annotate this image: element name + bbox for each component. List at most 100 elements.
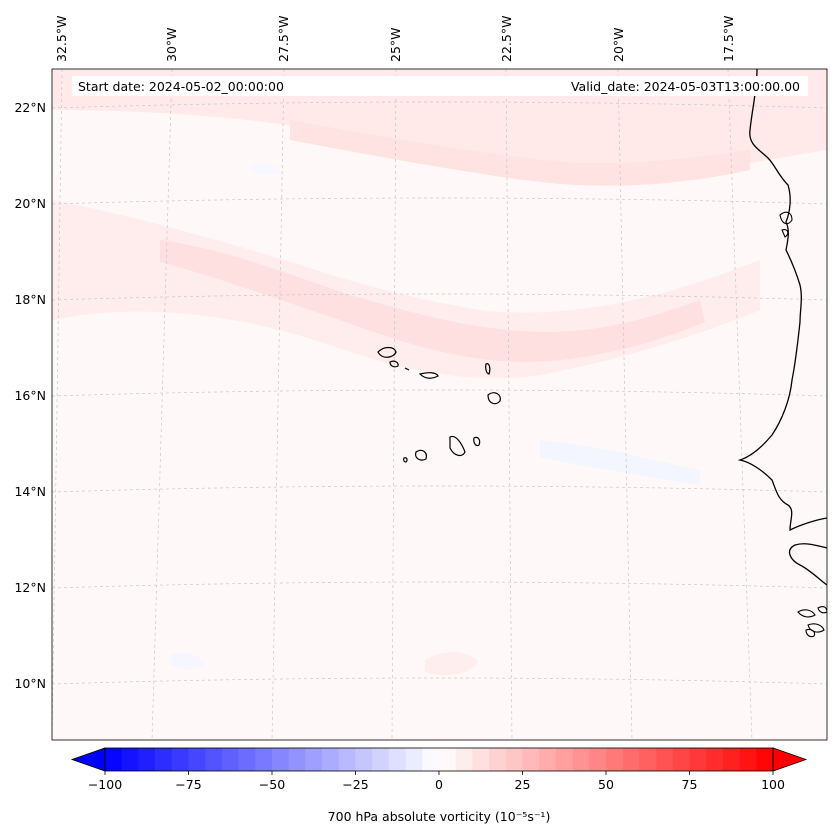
colorbar-segment	[255, 748, 273, 771]
parallel-20n	[52, 197, 827, 205]
lon-label-32-5w: 32.5°W	[54, 16, 69, 62]
info-box	[72, 76, 808, 96]
island-sao-vicente	[389, 360, 399, 368]
lon-label-27-5w: 27.5°W	[276, 16, 291, 62]
colorbar-segment	[472, 748, 490, 771]
colorbar-segment	[288, 748, 306, 771]
meridian-17-5w	[727, 69, 753, 740]
lon-label-22-5w: 22.5°W	[499, 16, 514, 62]
colorbar-segment	[221, 748, 239, 771]
colorbar-segment	[706, 748, 724, 771]
valid-date-text: Valid_date: 2024-05-03T13:00:00.00	[571, 79, 800, 94]
latitude-labels: 22°N 20°N 18°N 16°N 14°N 12°N 10°N	[14, 100, 46, 691]
colorbar-segment	[606, 748, 623, 771]
parallel-14n	[52, 485, 827, 493]
lat-label-18n: 18°N	[14, 292, 46, 307]
colorbar-segment	[756, 748, 774, 771]
lat-label-22n: 22°N	[14, 100, 46, 115]
lat-label-12n: 12°N	[14, 580, 46, 595]
island-boa-vista	[487, 392, 501, 405]
colorbar-segment	[572, 748, 590, 771]
colorbar-segment	[355, 748, 373, 771]
island-sal	[485, 363, 491, 375]
island-fogo	[415, 449, 427, 461]
vorticity-band-north	[52, 69, 827, 179]
africa-coastline	[737, 69, 827, 532]
colorbar-segment	[589, 748, 607, 771]
meridian-27-5w	[271, 69, 285, 740]
colorbar-segment	[639, 748, 657, 771]
colorbar-segment	[155, 748, 173, 771]
colorbar-segment	[455, 748, 473, 771]
map-background	[52, 69, 827, 740]
colorbar-segment	[272, 748, 289, 771]
meridian-22-5w	[505, 69, 513, 740]
colorbar-tick-label: 0	[435, 777, 443, 792]
map-frame	[51, 68, 828, 741]
meridian-20w	[617, 69, 633, 740]
meridian-25w	[391, 69, 397, 740]
parallel-12n	[52, 581, 827, 589]
colorbar-segment	[422, 748, 440, 771]
map-panel: Start date: 2024-05-02_00:00:00 Valid_da…	[52, 69, 827, 740]
island-maio	[473, 436, 481, 447]
island-santa-luzia	[404, 367, 410, 371]
colorbar-segment	[739, 748, 757, 771]
colorbar-segment	[555, 748, 573, 771]
lon-label-20w: 20°W	[611, 27, 626, 62]
bissagos-small	[805, 628, 816, 638]
colorbar-segment	[171, 748, 189, 771]
start-date-text: Start date: 2024-05-02_00:00:00	[78, 79, 284, 94]
colorbar-extend-high	[772, 747, 808, 772]
colorbar-extend-low	[70, 747, 106, 772]
island-sao-nicolau	[418, 372, 439, 379]
lat-label-20n: 20°N	[14, 196, 46, 211]
colorbar-segment	[338, 748, 356, 771]
island-santo-antao	[377, 346, 397, 358]
meridian-30w	[151, 69, 173, 740]
colorbar-tick-label: −25	[342, 777, 368, 792]
longitude-labels: 32.5°W 30°W 27.5°W 25°W 22.5°W 20°W 17.5…	[54, 16, 736, 62]
meridian-32-5w	[52, 69, 63, 740]
colorbar-segments	[105, 748, 774, 771]
colorbar-segment	[305, 748, 323, 771]
colorbar-tick-label: −75	[175, 777, 201, 792]
colorbar-segment	[522, 748, 540, 771]
colorbar-label: 700 hPa absolute vorticity (10⁻⁵s⁻¹)	[328, 809, 551, 824]
colorbar-ticks: −100 −75 −50 −25 0 25 50 75 100	[88, 771, 785, 792]
colorbar-segment	[405, 748, 423, 771]
colorbar-segment	[205, 748, 223, 771]
colorbar-segment	[188, 748, 206, 771]
vorticity-patch-negative-2	[170, 653, 205, 670]
vorticity-band-diagonal-core	[160, 240, 705, 362]
colorbar-segment	[539, 748, 557, 771]
canary-islands-coast	[779, 211, 793, 238]
colorbar-segment	[489, 748, 507, 771]
lon-label-30w: 30°W	[164, 27, 179, 62]
colorbar-segment	[322, 748, 340, 771]
colorbar-tick-label: −50	[259, 777, 285, 792]
vorticity-patch-negative-3	[250, 163, 282, 175]
parallel-10n	[52, 677, 827, 685]
colorbar-segment	[622, 748, 640, 771]
lon-label-25w: 25°W	[388, 27, 403, 62]
island-santiago	[449, 435, 466, 457]
colorbar-segment	[372, 748, 390, 771]
lat-label-10n: 10°N	[14, 676, 46, 691]
colorbar-segment	[238, 748, 256, 771]
colorbar-segment	[138, 748, 156, 771]
colorbar-segment	[388, 748, 406, 771]
colorbar-tick-label: 50	[598, 777, 614, 792]
parallel-18n	[52, 293, 827, 301]
africa-coastline-south	[788, 543, 827, 586]
colorbar-segment	[656, 748, 674, 771]
colorbar-segment	[689, 748, 707, 771]
colorbar: −100 −75 −50 −25 0 25 50 75 100 700 hPa absolute…	[70, 747, 808, 824]
parallel-22n	[52, 101, 827, 109]
cape-verde-islands	[377, 346, 501, 463]
gridlines	[52, 69, 827, 740]
lon-label-17-5w: 17.5°W	[721, 16, 736, 62]
colorbar-tick-label: −100	[88, 777, 122, 792]
colorbar-segment	[121, 748, 139, 771]
